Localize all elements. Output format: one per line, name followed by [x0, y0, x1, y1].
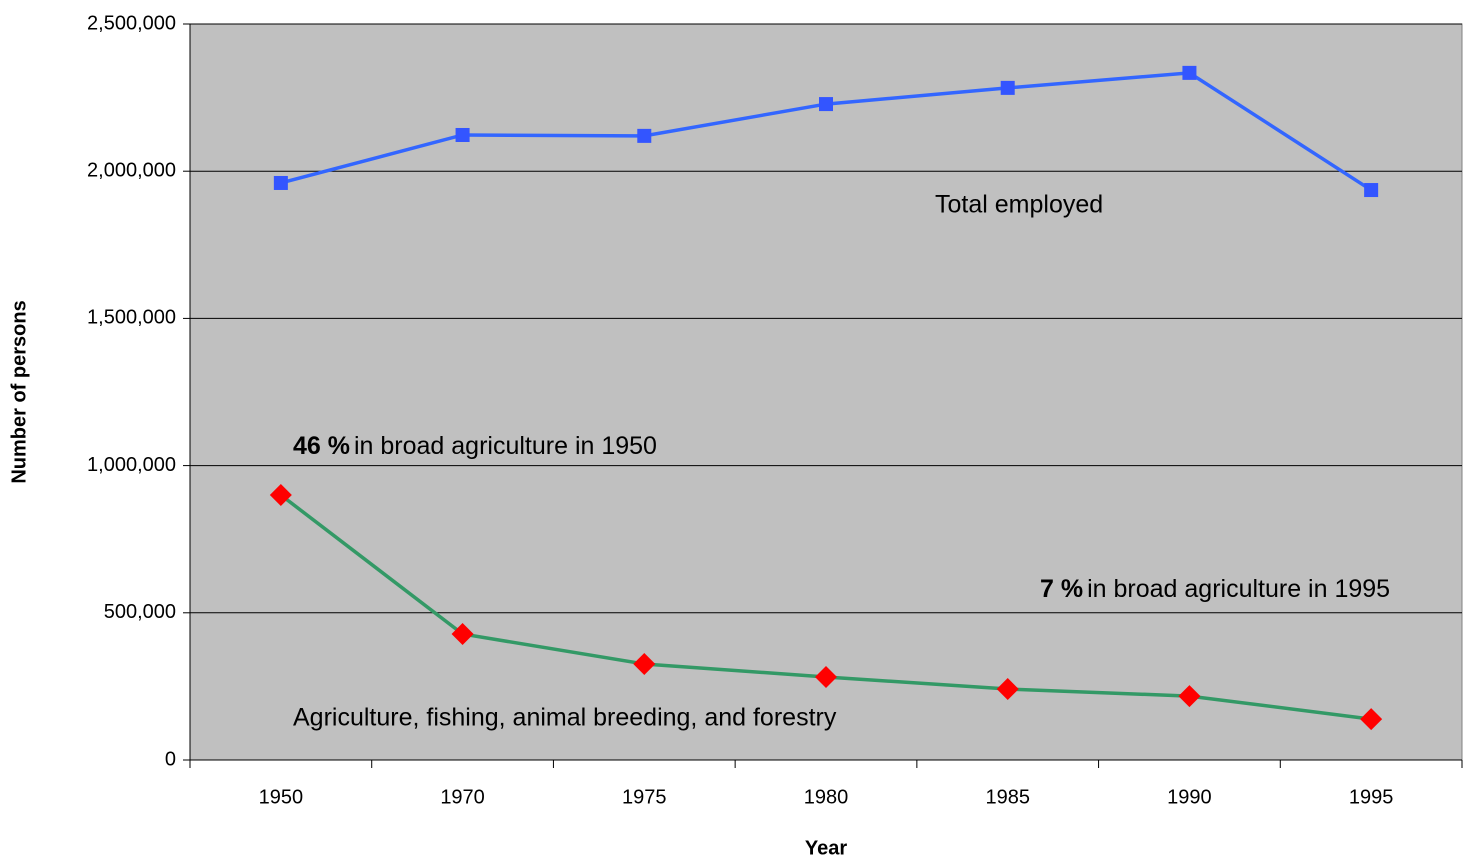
x-tick-label: 1985 — [985, 786, 1030, 808]
y-tick-label: 2,000,000 — [87, 159, 176, 181]
marker — [633, 653, 656, 676]
marker — [996, 678, 1019, 701]
y-tick-label: 2,500,000 — [87, 12, 176, 34]
plot-background — [189, 23, 1463, 761]
y-axis-title: Number of persons — [8, 300, 30, 483]
x-tick-label: 1990 — [1167, 786, 1212, 808]
series-label: Total employed — [935, 191, 1103, 219]
y-tick-label: 1,000,000 — [87, 454, 176, 476]
series-label: Agriculture, fishing, animal breeding, a… — [293, 704, 837, 732]
marker — [1178, 685, 1201, 708]
x-tick-label: 1980 — [804, 786, 849, 808]
annotation-bold: 7 % — [1040, 575, 1083, 603]
marker — [1000, 80, 1015, 95]
y-tick-label: 0 — [165, 748, 176, 770]
marker — [455, 127, 470, 142]
marker — [819, 97, 833, 112]
marker — [1364, 183, 1379, 198]
marker — [637, 128, 652, 143]
annotation: 46 % in broad agriculture in 1950 — [293, 432, 657, 460]
marker — [451, 622, 474, 645]
x-tick-label: 1975 — [622, 786, 667, 808]
annotation-text: in broad agriculture in 1950 — [354, 432, 657, 460]
x-tick-label: 1950 — [259, 786, 304, 808]
x-axis-title: Year — [805, 837, 847, 859]
y-tick-label: 1,500,000 — [87, 307, 176, 329]
marker — [1360, 708, 1383, 731]
annotation-text: in broad agriculture in 1995 — [1087, 575, 1390, 603]
marker — [273, 175, 288, 190]
marker — [815, 665, 837, 688]
annotation: 7 % in broad agriculture in 1995 — [1040, 575, 1390, 603]
annotation-bold: 46 % — [293, 432, 350, 460]
marker — [269, 484, 292, 507]
x-tick-label: 1970 — [440, 786, 485, 808]
x-tick-label: 1995 — [1349, 786, 1394, 808]
marker — [1182, 65, 1197, 80]
y-tick-label: 500,000 — [104, 601, 176, 623]
